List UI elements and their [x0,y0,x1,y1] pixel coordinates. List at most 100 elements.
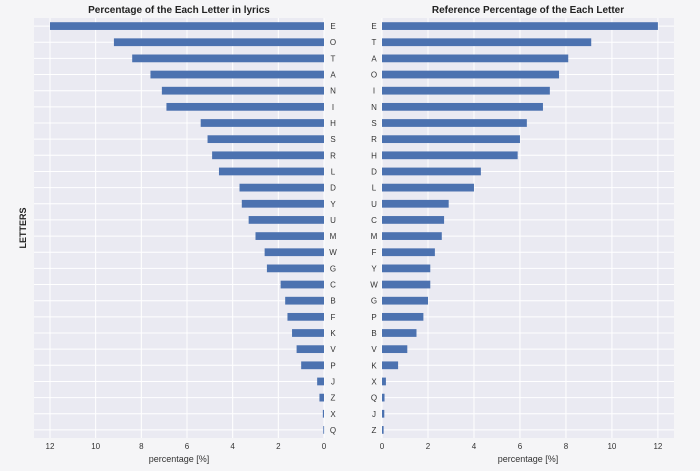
category-label: U [371,200,377,209]
category-label: R [330,151,336,160]
bar-a [382,54,569,63]
bar-d [382,167,481,176]
y-axis-label: LETTERS [18,207,28,248]
category-label: U [330,216,336,225]
x-tick-label: 10 [607,442,616,451]
bar-h [382,151,518,160]
x-tick-label: 10 [91,442,100,451]
category-label: E [330,22,335,31]
bar-w [382,280,431,289]
category-label: M [330,232,337,241]
bar-x [382,377,386,386]
bar-e [382,22,658,30]
bar-n [382,102,543,111]
chart-title-1: Percentage of the Each Letter in lyrics [88,5,270,16]
x-tick-label: 2 [426,442,431,451]
category-label: L [331,167,336,176]
x-tick-label: 2 [276,442,281,451]
category-label: W [329,248,337,257]
category-label: V [330,345,336,354]
category-label: G [371,297,377,306]
bar-j [317,377,324,386]
x-tick-label: 4 [472,442,477,451]
category-label: R [371,135,377,144]
x-tick-label: 0 [322,442,327,451]
category-label: Q [330,426,336,435]
category-label: X [371,377,377,386]
x-tick-label: 8 [564,442,569,451]
x-tick-label: 12 [653,442,662,451]
bar-q [323,426,325,434]
bar-m [382,232,442,240]
bar-k [292,329,324,337]
category-label: A [371,54,377,63]
bar-g [382,296,428,305]
category-label: K [371,361,377,370]
bar-o [113,38,324,47]
bar-i [382,86,550,95]
category-label: V [371,345,377,354]
category-label: T [331,54,336,63]
category-label: M [371,232,378,241]
category-label: S [371,119,376,128]
bar-f [287,312,324,321]
category-label: C [330,281,336,290]
category-label: I [332,103,334,112]
category-label: K [330,329,336,338]
category-label: P [330,361,335,370]
x-tick-label: 6 [518,442,523,451]
bar-j [382,409,385,418]
category-label: Y [330,200,336,209]
x-tick-label: 8 [139,442,144,451]
category-label: J [331,377,335,386]
category-label: X [330,410,336,419]
plot-area-1 [34,18,324,438]
category-label: Z [331,394,336,403]
bar-b [285,296,324,305]
x-tick-label: 12 [46,442,55,451]
category-label: G [330,264,336,273]
bar-w [264,248,324,257]
bar-d [239,183,324,192]
bar-c [382,216,445,224]
plot-area-2 [382,18,674,438]
bar-t [382,38,592,47]
bar-n [161,86,324,95]
category-label: S [330,135,335,144]
category-label: W [370,281,378,290]
category-label: T [372,38,377,47]
category-label: Z [372,426,377,435]
category-label: H [330,119,336,128]
category-label: P [371,313,376,322]
category-label: D [330,184,336,193]
bar-y [382,264,431,273]
bar-p [301,361,324,370]
bar-h [200,119,324,127]
x-axis-label-1: percentage [%] [149,454,210,464]
category-label: F [331,313,336,322]
x-tick-label: 0 [380,442,385,451]
bar-u [248,216,324,224]
category-label: I [373,87,375,96]
category-label: H [371,151,377,160]
bar-v [296,345,324,354]
bar-z [319,393,324,402]
bar-l [218,167,324,176]
category-label: E [371,22,376,31]
bar-s [207,135,324,144]
bar-z [382,426,384,434]
category-label: B [371,329,376,338]
bar-s [382,119,527,127]
bar-b [382,329,417,337]
chart-title-2: Reference Percentage of the Each Letter [432,5,624,16]
bar-e [49,22,324,30]
bar-k [382,361,399,370]
category-label: C [371,216,377,225]
category-label: O [371,71,377,80]
bar-r [212,151,324,160]
bar-p [382,312,424,321]
bar-m [255,232,324,240]
x-axis-label-2: percentage [%] [498,454,559,464]
